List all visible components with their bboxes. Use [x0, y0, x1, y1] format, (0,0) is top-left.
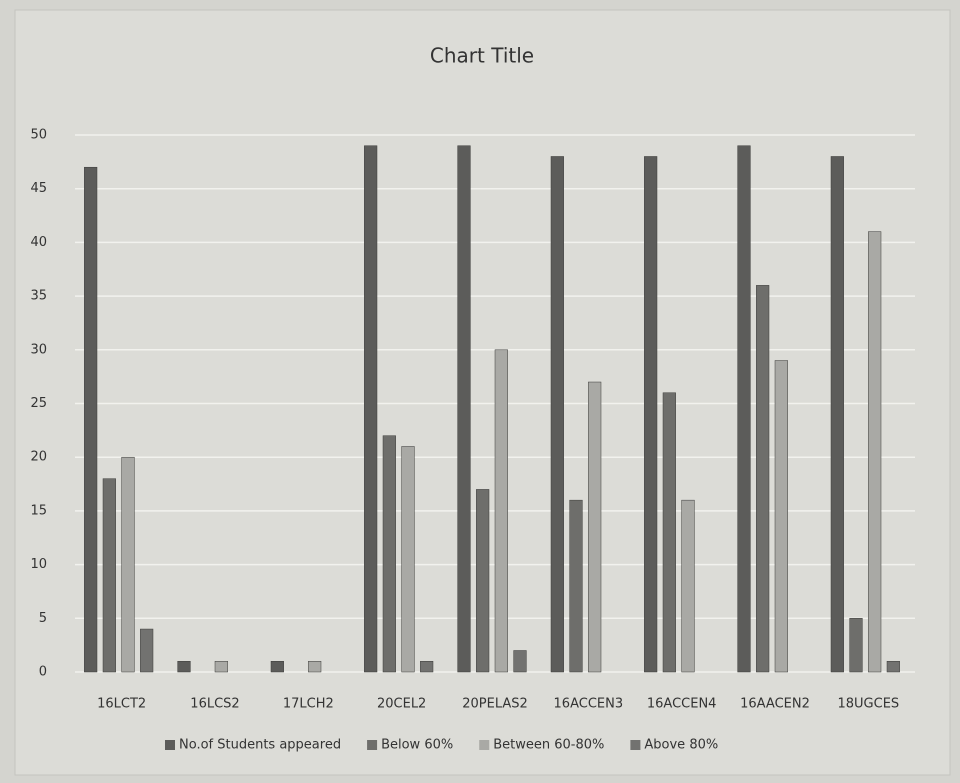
bar: [681, 499, 695, 673]
bar: [644, 156, 658, 673]
chart-title: Chart Title: [430, 44, 534, 68]
y-tick-label: 15: [30, 503, 47, 518]
y-tick-label: 20: [30, 450, 47, 465]
bar: [140, 628, 154, 673]
y-tick-label: 0: [39, 665, 47, 680]
bar: [737, 145, 751, 673]
x-tick-label: 16ACCEN4: [647, 697, 717, 712]
y-tick-label: 10: [30, 557, 47, 572]
y-tick-label: 25: [30, 396, 47, 411]
bar: [308, 661, 322, 673]
legend-swatch: [165, 740, 175, 750]
bar: [662, 392, 676, 673]
x-tick-label: 16LCS2: [190, 697, 239, 712]
bar: [476, 489, 490, 673]
bar: [364, 145, 378, 673]
bar: [774, 360, 788, 673]
x-tick-label: 16LCT2: [97, 697, 146, 712]
legend-swatch: [367, 740, 378, 750]
x-tick-label: 20PELAS2: [462, 697, 528, 712]
bar: [756, 285, 770, 673]
bar: [420, 661, 434, 673]
x-tick-label: 16AACEN2: [740, 697, 810, 712]
legend-swatch: [630, 740, 641, 750]
bar: [550, 156, 564, 673]
legend-label: No.of Students appeared: [179, 738, 341, 753]
legend-label: Above 80%: [644, 738, 718, 753]
bar: [588, 381, 602, 673]
x-tick-label: 20CEL2: [377, 697, 426, 712]
bar: [494, 349, 508, 673]
bar: [513, 650, 527, 673]
x-tick-label: 18UGCES: [837, 697, 899, 712]
bar: [569, 499, 583, 673]
x-tick-label: 16ACCEN3: [554, 697, 624, 712]
y-tick-label: 40: [30, 235, 47, 250]
bar: [401, 446, 415, 673]
legend-label: Between 60-80%: [493, 738, 604, 753]
bar: [849, 618, 863, 673]
bar: [84, 166, 98, 673]
bar: [121, 456, 135, 673]
y-tick-label: 35: [30, 289, 47, 304]
bar: [382, 435, 396, 673]
legend-label: Below 60%: [381, 738, 453, 753]
bar: [830, 156, 844, 673]
bar: [270, 661, 284, 673]
y-tick-label: 5: [39, 611, 47, 626]
bar: [177, 661, 191, 673]
y-tick-label: 50: [30, 128, 47, 143]
legend-swatch: [479, 740, 490, 750]
bar: [214, 661, 228, 673]
x-tick-label: 17LCH2: [283, 697, 334, 712]
bar: [868, 231, 882, 673]
y-tick-label: 45: [30, 181, 47, 196]
bar: [457, 145, 471, 673]
bar: [886, 661, 900, 673]
bar: [102, 478, 116, 673]
y-tick-label: 30: [30, 342, 47, 357]
